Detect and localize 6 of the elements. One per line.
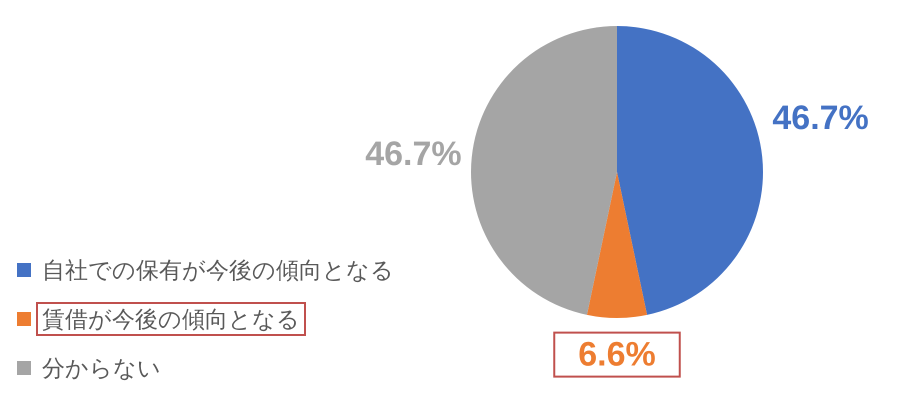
data-label: 46.7%: [365, 135, 462, 174]
legend-label: 賃借が今後の傾向となる: [42, 306, 300, 332]
data-label: 46.7%: [772, 99, 869, 138]
data-label: 6.6%: [578, 336, 656, 374]
legend-label: 分からない: [42, 355, 161, 381]
legend-label: 自社での保有が今後の傾向となる: [42, 257, 394, 283]
